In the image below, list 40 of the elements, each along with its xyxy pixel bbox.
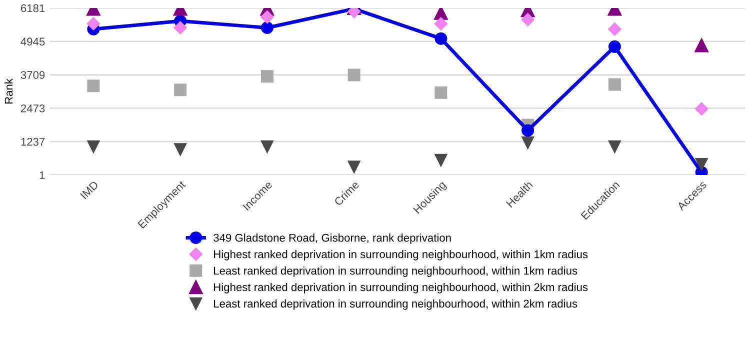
point (348, 68, 360, 82)
point (694, 102, 708, 116)
point (174, 143, 187, 156)
point (522, 136, 534, 149)
point (87, 140, 100, 153)
y-tick-label: 6181 (20, 4, 45, 12)
point (608, 140, 621, 153)
point (522, 124, 534, 137)
point (434, 32, 448, 45)
point (260, 140, 274, 153)
legend-label: Highest ranked deprivation in surrounding neighbourhood, within 1km radius (214, 250, 588, 260)
point (608, 22, 622, 36)
point (434, 17, 448, 30)
point (434, 154, 448, 166)
x-tick-label: IMD (80, 180, 99, 200)
point (260, 22, 274, 34)
point (521, 13, 534, 26)
legend-label: Highest ranked deprivation in surrounding neighbourhood, within 2km radius (214, 282, 588, 294)
y-axis-title: Rank (4, 78, 13, 104)
point (695, 158, 708, 170)
point (608, 40, 621, 53)
legend-label: 349 Gladstone Road, Gisborne, rank deprivation (214, 234, 451, 244)
point (608, 78, 621, 91)
point (694, 38, 709, 52)
legend-label: Least ranked deprivation in surrounding neighbourhood, within 2km radius (214, 299, 578, 310)
point (260, 70, 274, 83)
y-tick-label: 3709 (20, 71, 45, 79)
y-tick-label: 4945 (20, 38, 45, 46)
point (86, 17, 100, 30)
point (260, 10, 274, 24)
point (434, 8, 448, 20)
point (174, 21, 187, 34)
point (348, 160, 360, 174)
point (87, 80, 100, 92)
y-tick-label: 1237 (21, 138, 45, 146)
legend-label: Least ranked deprivation in surrounding neighbourhood, within 1km radius (214, 266, 578, 277)
point (174, 84, 187, 96)
y-tick-label: 2473 (20, 104, 45, 112)
point (434, 86, 448, 99)
y-tick-label: 1 (40, 171, 45, 180)
